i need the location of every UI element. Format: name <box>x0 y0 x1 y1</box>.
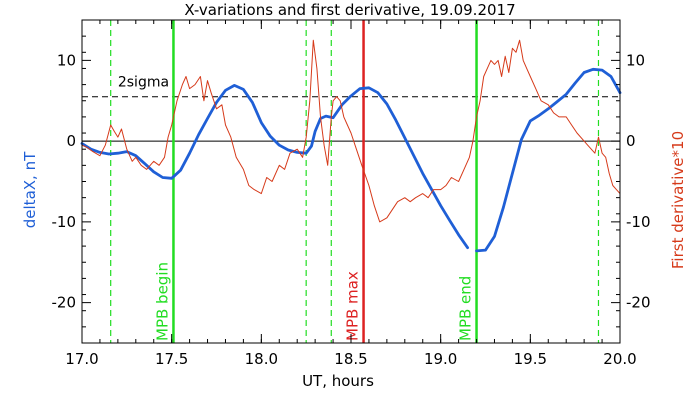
y-tick-label-right: 0 <box>626 132 636 150</box>
event-label: MPB max <box>344 271 362 341</box>
y-axis-label-right: First derivative*10 <box>669 131 687 269</box>
reference-label: 2sigma <box>118 75 169 91</box>
series-line <box>475 67 622 253</box>
x-tick-label: 20.0 <box>603 350 636 368</box>
series-line <box>81 39 621 223</box>
y-axis-label-left: deltaX, nT <box>21 151 39 228</box>
x-tick-label: 18.0 <box>245 350 278 368</box>
x-tick-label: 17.0 <box>65 350 98 368</box>
x-tick-label: 19.0 <box>424 350 457 368</box>
y-tick-label-left: 0 <box>66 132 76 150</box>
x-axis-label: UT, hours <box>302 372 374 390</box>
y-tick-label-left: -10 <box>52 213 77 231</box>
plot-area: 2sigma MPB begin MPB max MPB end 17.0 17.5 18.… <box>52 19 651 368</box>
chart-title: X-variations and first derivative, 19.09… <box>184 1 515 19</box>
x-tick-label: 17.5 <box>155 350 188 368</box>
event-label: MPB begin <box>153 262 171 341</box>
y-tick-label-left: -20 <box>52 294 77 312</box>
x-tick-label: 19.5 <box>514 350 547 368</box>
event-label: MPB end <box>457 276 475 341</box>
y-tick-label-right: -10 <box>626 213 651 231</box>
x-tick-label: 18.5 <box>334 350 367 368</box>
y-tick-label-left: 10 <box>57 51 76 69</box>
series-line <box>80 84 470 250</box>
y-tick-label-right: 10 <box>626 51 645 69</box>
y-tick-label-right: -20 <box>626 294 651 312</box>
